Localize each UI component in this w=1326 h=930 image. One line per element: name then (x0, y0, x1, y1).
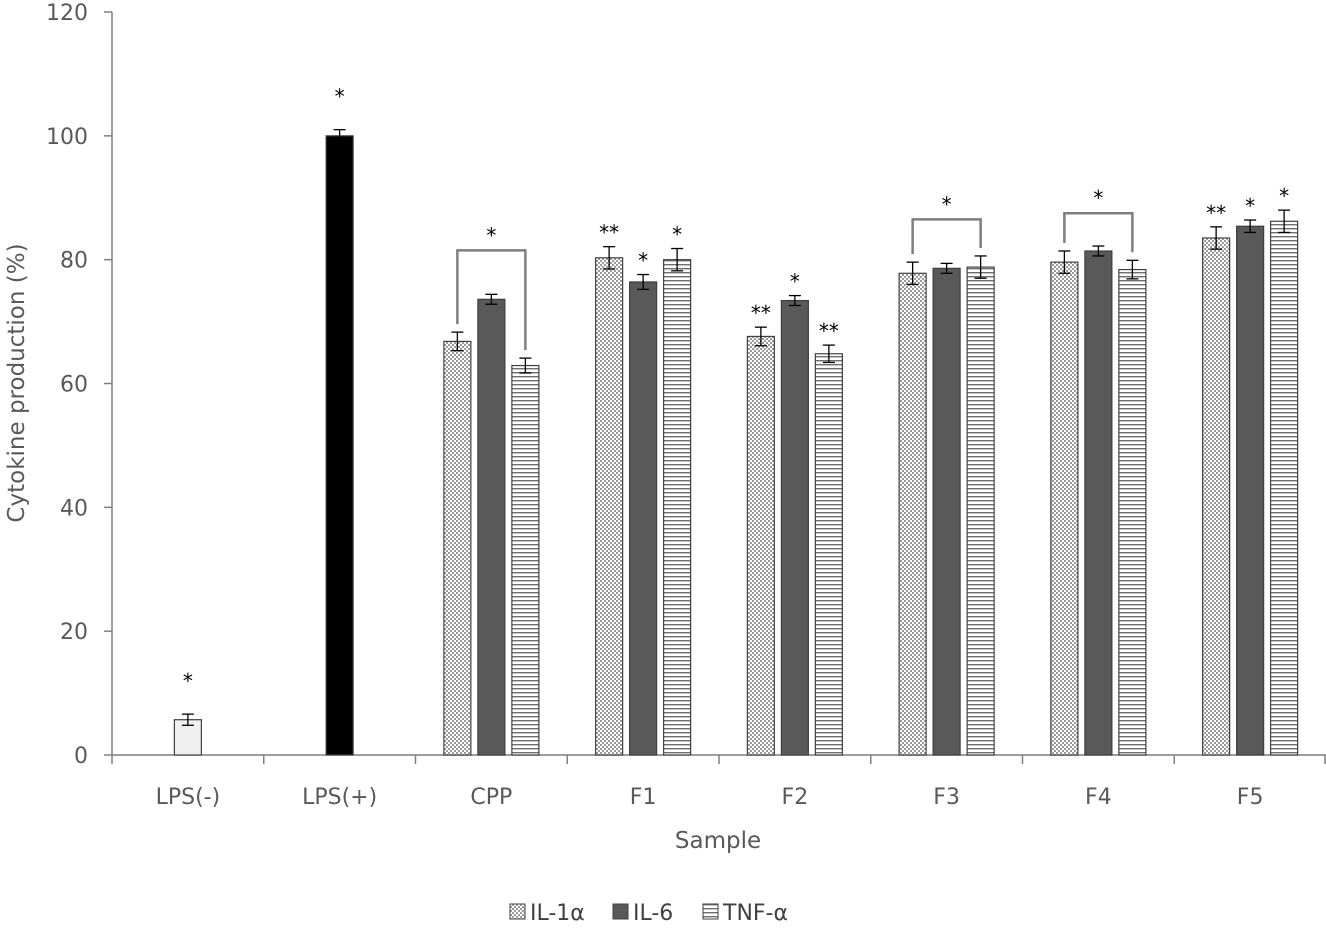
bar-dots (746, 335, 775, 756)
bar-horizontal-lines (663, 259, 692, 756)
bar-solid (932, 267, 961, 756)
significance-marker: * (183, 669, 193, 693)
significance-marker: * (942, 192, 952, 216)
bar-dots (898, 272, 927, 756)
significance-marker: * (335, 85, 345, 109)
significance-marker: ** (751, 301, 771, 325)
significance-marker: * (1093, 186, 1103, 210)
x-axis-title: Sample (675, 828, 761, 854)
bar-solid (780, 299, 809, 756)
x-tick-label: LPS(+) (302, 785, 377, 810)
x-tick-label: F4 (1085, 785, 1112, 810)
y-tick-label: 100 (46, 125, 88, 150)
bars-layer (173, 128, 1299, 756)
legend-label: IL-1α (530, 901, 585, 926)
significance-marker: * (790, 270, 800, 294)
significance-bracket (911, 218, 982, 255)
legend-label: IL-6 (633, 901, 673, 926)
y-tick-label: 0 (74, 744, 88, 769)
significance-marker: * (672, 223, 682, 247)
legend-label: TNF-α (722, 901, 788, 926)
bar-solid (629, 281, 658, 756)
y-tick-label: 40 (60, 496, 88, 521)
bar-dots (1202, 237, 1231, 756)
legend-swatch (612, 903, 629, 920)
bar-solid (1084, 250, 1113, 756)
bar-horizontal-lines (814, 353, 843, 756)
annotations-layer: ***************** * (183, 85, 1289, 693)
x-tick-label: F5 (1237, 785, 1264, 810)
bar-horizontal-lines (511, 364, 540, 756)
significance-marker: * (638, 249, 648, 273)
y-tick-label: 60 (60, 373, 88, 398)
y-axis-title: Cytokine production (%) (4, 243, 30, 522)
bar-dots (443, 340, 472, 756)
x-tick-label: CPP (470, 785, 512, 810)
significance-bracket (456, 249, 527, 351)
significance-bracket (1063, 211, 1134, 253)
axes-layer: 0 20 40 60 80 100 120 LPS(-) LPS(+) CPP F1 F2 F3 F4 F5 (46, 1, 1326, 810)
significance-marker: ** (1206, 201, 1226, 225)
x-tick-label: F2 (782, 785, 809, 810)
bar-control (325, 135, 354, 756)
significance-marker: * (486, 223, 496, 247)
legend: IL-1α IL-6 TNF-α (509, 901, 788, 926)
bar-solid (1236, 225, 1265, 756)
significance-marker: ** (819, 319, 839, 343)
x-tick-label: F1 (630, 785, 657, 810)
legend-swatch (509, 903, 526, 920)
y-tick-label: 20 (60, 620, 88, 645)
y-tick-label: 120 (46, 1, 88, 26)
x-tick-label: LPS(-) (156, 785, 221, 810)
x-tick-label: F3 (933, 785, 960, 810)
significance-marker: * (1245, 194, 1255, 218)
significance-marker: * (1279, 184, 1289, 208)
bar-horizontal-lines (1270, 220, 1299, 756)
bar-dots (1050, 261, 1079, 756)
bar-horizontal-lines (1118, 268, 1147, 756)
bar-solid (477, 298, 506, 756)
significance-marker: ** (599, 221, 619, 245)
y-tick-label: 80 (60, 249, 88, 274)
legend-swatch (702, 903, 719, 920)
bar-dots (595, 257, 624, 756)
bar-horizontal-lines (966, 266, 995, 756)
